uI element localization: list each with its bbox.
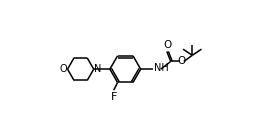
- Text: N: N: [94, 64, 102, 74]
- Text: O: O: [177, 56, 185, 66]
- Text: O: O: [164, 40, 172, 50]
- Text: NH: NH: [154, 63, 168, 73]
- Text: F: F: [110, 92, 117, 102]
- Text: O: O: [59, 64, 67, 74]
